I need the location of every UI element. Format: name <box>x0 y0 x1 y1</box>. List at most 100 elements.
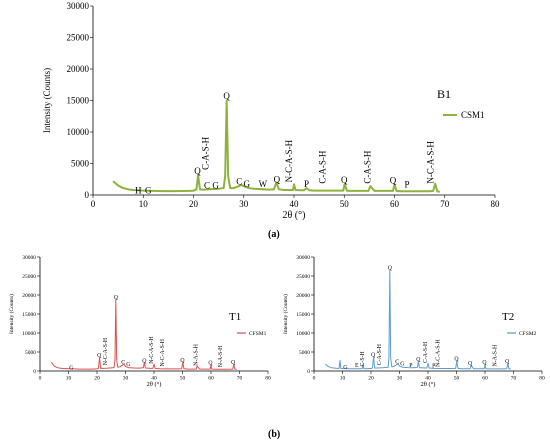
x-tick-label: 70 <box>440 199 450 209</box>
x-tick-label: 10 <box>139 199 149 209</box>
series-line-cfsm1 <box>51 299 237 370</box>
x-axis-label: 2θ (°) <box>283 210 306 221</box>
legend-label: CSM1 <box>461 110 485 120</box>
y-tick-label: 0 <box>33 369 36 375</box>
x-tick-label: 0 <box>91 199 96 209</box>
x-tick-label: 30 <box>239 199 249 209</box>
peak-label: N-C-A-S-H <box>149 336 155 364</box>
peak-label: Q <box>274 174 281 184</box>
caption-b: (b) <box>268 429 281 440</box>
x-tick-label: 40 <box>151 376 157 382</box>
x-tick-label: 70 <box>511 376 517 382</box>
x-tick-label: 80 <box>265 376 271 382</box>
panel-label-t2: T2 <box>502 311 514 323</box>
x-tick-label: 40 <box>290 199 300 209</box>
peak-label: C-A-S-H <box>377 343 383 365</box>
x-axis-label: 2θ (°) <box>147 381 162 388</box>
peak-label: N-C-A-S-H <box>103 337 109 365</box>
peak-label: Q <box>388 266 393 272</box>
y-tick-label: 30000 <box>67 1 90 11</box>
peak-label: C-A-S-H <box>201 136 211 169</box>
y-axis-label: Intensity (Counts) <box>8 294 15 334</box>
peak-label: G <box>145 186 152 196</box>
legend-label: CFSM2 <box>519 331 537 337</box>
peak-label: G <box>212 181 219 191</box>
panel-label-t1: T1 <box>229 311 241 323</box>
x-tick-label: 0 <box>39 376 42 382</box>
x-tick-label: 80 <box>491 199 501 209</box>
x-tick-label: 10 <box>66 376 72 382</box>
y-tick-label: 5000 <box>71 159 90 169</box>
peak-label: E <box>355 363 359 369</box>
y-tick-label: 0 <box>85 190 90 200</box>
chart-t2: 0 10 20 30 40 50 60 70 80 0 5000 10000 15000 20000 250… <box>282 255 545 388</box>
peak-label: Q <box>505 359 510 365</box>
peak-label: Q <box>231 360 236 366</box>
y-axis-label: Intensity (Counts) <box>42 68 52 133</box>
x-tick-label: 60 <box>208 376 214 382</box>
peak-label: P <box>432 364 435 370</box>
y-tick-label: 10000 <box>296 331 310 337</box>
peak-label: C <box>121 360 125 366</box>
chart-b1: 0 10 20 30 40 50 60 70 80 0 5000 10000 15000 20000 250… <box>42 1 500 221</box>
peak-label: N-C-A-S-H <box>435 339 441 367</box>
peak-label: H <box>135 186 142 196</box>
peak-label: C <box>395 359 399 365</box>
y-tick-label: 15000 <box>296 312 310 318</box>
x-tick-label: 20 <box>368 376 374 382</box>
x-tick-label: 50 <box>340 199 350 209</box>
peak-label: Q <box>142 358 147 364</box>
y-tick-label: 30000 <box>22 255 36 261</box>
peak-label: N-A-S-H <box>218 345 224 367</box>
x-tick-label: 30 <box>123 376 129 382</box>
peak-label: C-A-S-H <box>318 150 328 183</box>
peak-label: Q <box>341 175 348 185</box>
peak-label: G <box>244 179 251 189</box>
legend-label: CFSM1 <box>249 331 267 337</box>
x-tick-label: 20 <box>94 376 100 382</box>
caption-a: (a) <box>268 229 280 240</box>
x-tick-label: 20 <box>189 199 199 209</box>
y-tick-label: 20000 <box>296 293 310 299</box>
x-tick-label: 50 <box>454 376 460 382</box>
peak-label: C-A-S-H <box>362 150 372 183</box>
peak-label: P <box>304 179 309 189</box>
y-tick-label: 25000 <box>296 274 310 280</box>
peak-label: N-A-S-H <box>492 344 498 366</box>
peak-label: N-C-A-S-H <box>426 141 436 184</box>
y-tick-label: 10000 <box>67 127 90 137</box>
peak-label: W <box>259 179 268 189</box>
y-tick-label: 15000 <box>67 96 90 106</box>
x-tick-label: 50 <box>180 376 186 382</box>
y-tick-label: 25000 <box>22 274 36 280</box>
peak-label: Q <box>468 361 473 367</box>
peak-label: P <box>409 363 412 369</box>
peak-label: Q <box>180 358 185 364</box>
y-tick-label: 20000 <box>67 64 90 74</box>
peak-label: G <box>400 362 404 368</box>
x-axis-label: 2θ (°) <box>421 381 436 388</box>
peak-label: Q <box>194 166 201 176</box>
x-tick-label: 60 <box>390 199 400 209</box>
peak-label: Q <box>97 353 102 359</box>
peak-label: P <box>405 179 410 189</box>
peak-label: Q <box>208 361 213 367</box>
peak-label: N-A-S-H <box>193 343 199 365</box>
peak-label: Q <box>390 176 397 186</box>
peak-label: C-S-H <box>360 350 366 366</box>
y-tick-label: 0 <box>307 369 310 375</box>
peak-label: G <box>343 365 347 371</box>
x-tick-label: 10 <box>340 376 346 382</box>
x-tick-label: 80 <box>539 376 545 382</box>
x-tick-label: 30 <box>397 376 403 382</box>
y-axis-label: Intensity (Counts) <box>282 294 289 334</box>
y-tick-label: 5000 <box>25 350 36 356</box>
y-tick-label: 25000 <box>67 33 90 43</box>
peak-label: Q <box>371 353 376 359</box>
x-tick-label: 60 <box>482 376 488 382</box>
y-tick-label: 20000 <box>22 293 36 299</box>
peak-label: G <box>126 362 130 368</box>
y-tick-label: 10000 <box>22 331 36 337</box>
peak-label: Q <box>454 357 459 363</box>
